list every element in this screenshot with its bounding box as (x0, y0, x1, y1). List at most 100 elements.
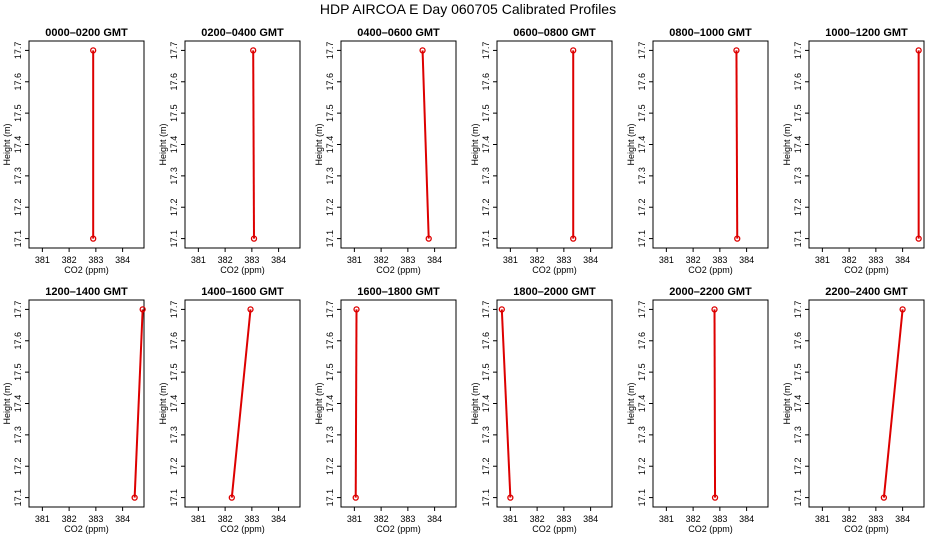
y-tick-label: 17.3 (13, 426, 23, 444)
y-tick-label: 17.1 (325, 230, 335, 248)
data-point (570, 235, 577, 242)
y-tick-label: 17.5 (481, 104, 491, 122)
x-tick-label: 381 (347, 514, 362, 524)
y-axis-label: Height (m) (2, 123, 12, 165)
y-tick-label: 17.3 (481, 167, 491, 185)
x-tick-label: 384 (583, 255, 598, 265)
x-tick-label: 381 (191, 255, 206, 265)
y-tick-label: 17.4 (13, 136, 23, 154)
y-tick-label: 17.6 (169, 73, 179, 91)
y-tick-label: 17.2 (169, 198, 179, 216)
x-tick-label: 382 (62, 255, 77, 265)
plot-frame (28, 40, 145, 249)
y-tick-label: 17.3 (169, 167, 179, 185)
x-tick-label: 383 (244, 255, 259, 265)
y-tick-label: 17.6 (13, 73, 23, 91)
y-tick-label: 17.3 (793, 426, 803, 444)
y-axis-label: Height (m) (626, 382, 636, 424)
x-axis-label: CO2 (ppm) (220, 265, 265, 275)
y-tick-label: 17.4 (481, 136, 491, 154)
panel-title: 0000–0200 GMT (45, 27, 128, 39)
profile-line (882, 309, 904, 498)
x-axis-label: CO2 (ppm) (844, 524, 889, 534)
data-point (915, 47, 922, 54)
data-point (570, 47, 577, 54)
x-tick-label: 384 (427, 255, 442, 265)
y-tick-label: 17.4 (637, 136, 647, 154)
x-tick-label: 383 (868, 255, 883, 265)
x-tick-label: 381 (815, 255, 830, 265)
panel-title: 1400–1600 GMT (201, 286, 284, 298)
x-tick-label: 384 (115, 514, 130, 524)
y-axis-label: Height (m) (782, 382, 792, 424)
y-tick-label: 17.5 (793, 104, 803, 122)
x-tick-label: 381 (191, 514, 206, 524)
y-axis-label: Height (m) (314, 123, 324, 165)
y-tick-label: 17.7 (637, 42, 647, 60)
y-tick-label: 17.5 (481, 363, 491, 381)
x-tick-label: 383 (556, 255, 571, 265)
x-tick-label: 384 (895, 514, 910, 524)
x-tick-label: 382 (842, 255, 857, 265)
y-tick-label: 17.5 (637, 363, 647, 381)
y-tick-label: 17.3 (637, 426, 647, 444)
panel-5: 0800–1000 GMT 381 382 383 384 CO2 (ppm) 17.1 17… (626, 27, 769, 275)
y-tick-label: 17.4 (325, 395, 335, 413)
y-tick-label: 17.1 (637, 489, 647, 507)
x-tick-label: 381 (35, 255, 50, 265)
x-tick-label: 384 (115, 255, 130, 265)
data-point (507, 494, 514, 501)
y-axis-label: Height (m) (470, 123, 480, 165)
y-tick-label: 17.6 (793, 332, 803, 350)
x-tick-label: 381 (347, 255, 362, 265)
y-tick-label: 17.7 (325, 42, 335, 60)
panel-title: 1600–1800 GMT (357, 286, 440, 298)
y-tick-label: 17.2 (637, 198, 647, 216)
data-point (250, 235, 258, 242)
y-tick-label: 17.1 (169, 230, 179, 248)
y-axis-label: Height (m) (470, 382, 480, 424)
x-tick-label: 383 (244, 514, 259, 524)
panel-9: 1600–1800 GMT 381 382 383 384 CO2 (ppm) 17.1 17… (314, 286, 457, 534)
x-tick-label: 384 (271, 514, 286, 524)
y-tick-label: 17.2 (481, 198, 491, 216)
data-point (711, 494, 719, 501)
y-tick-label: 17.6 (793, 73, 803, 91)
y-tick-label: 17.2 (13, 198, 23, 216)
x-axis-label: CO2 (ppm) (532, 524, 577, 534)
plot-frame (496, 299, 613, 508)
data-point (899, 306, 906, 313)
x-axis-label: CO2 (ppm) (532, 265, 577, 275)
y-tick-label: 17.4 (793, 136, 803, 154)
y-tick-label: 17.1 (637, 230, 647, 248)
panel-7: 1200–1400 GMT 381 382 383 384 CO2 (ppm) 17.1 17… (2, 286, 146, 534)
data-point (90, 235, 97, 242)
x-tick-label: 384 (739, 514, 754, 524)
x-tick-label: 382 (218, 255, 233, 265)
y-tick-label: 17.3 (13, 167, 23, 185)
y-tick-label: 17.7 (13, 301, 23, 319)
y-tick-label: 17.6 (481, 73, 491, 91)
panel-title: 2000–2200 GMT (669, 286, 752, 298)
data-point (247, 306, 254, 313)
x-tick-label: 382 (374, 255, 389, 265)
x-tick-label: 383 (556, 514, 571, 524)
x-tick-label: 382 (686, 514, 701, 524)
plot-frame (496, 40, 613, 249)
data-point (880, 494, 888, 501)
panel-title: 0600–0800 GMT (513, 27, 596, 39)
y-tick-label: 17.1 (325, 489, 335, 507)
y-tick-label: 17.1 (481, 230, 491, 248)
data-point (419, 47, 426, 54)
y-tick-label: 17.1 (13, 230, 23, 248)
plot-frame (652, 299, 769, 508)
y-tick-label: 17.4 (481, 395, 491, 413)
y-tick-label: 17.5 (169, 363, 179, 381)
y-tick-label: 17.2 (325, 457, 335, 475)
y-axis-label: Height (m) (782, 123, 792, 165)
y-tick-label: 17.5 (637, 104, 647, 122)
y-tick-label: 17.4 (793, 395, 803, 413)
x-tick-label: 382 (374, 514, 389, 524)
x-axis-label: CO2 (ppm) (220, 524, 265, 534)
y-tick-label: 17.3 (793, 167, 803, 185)
